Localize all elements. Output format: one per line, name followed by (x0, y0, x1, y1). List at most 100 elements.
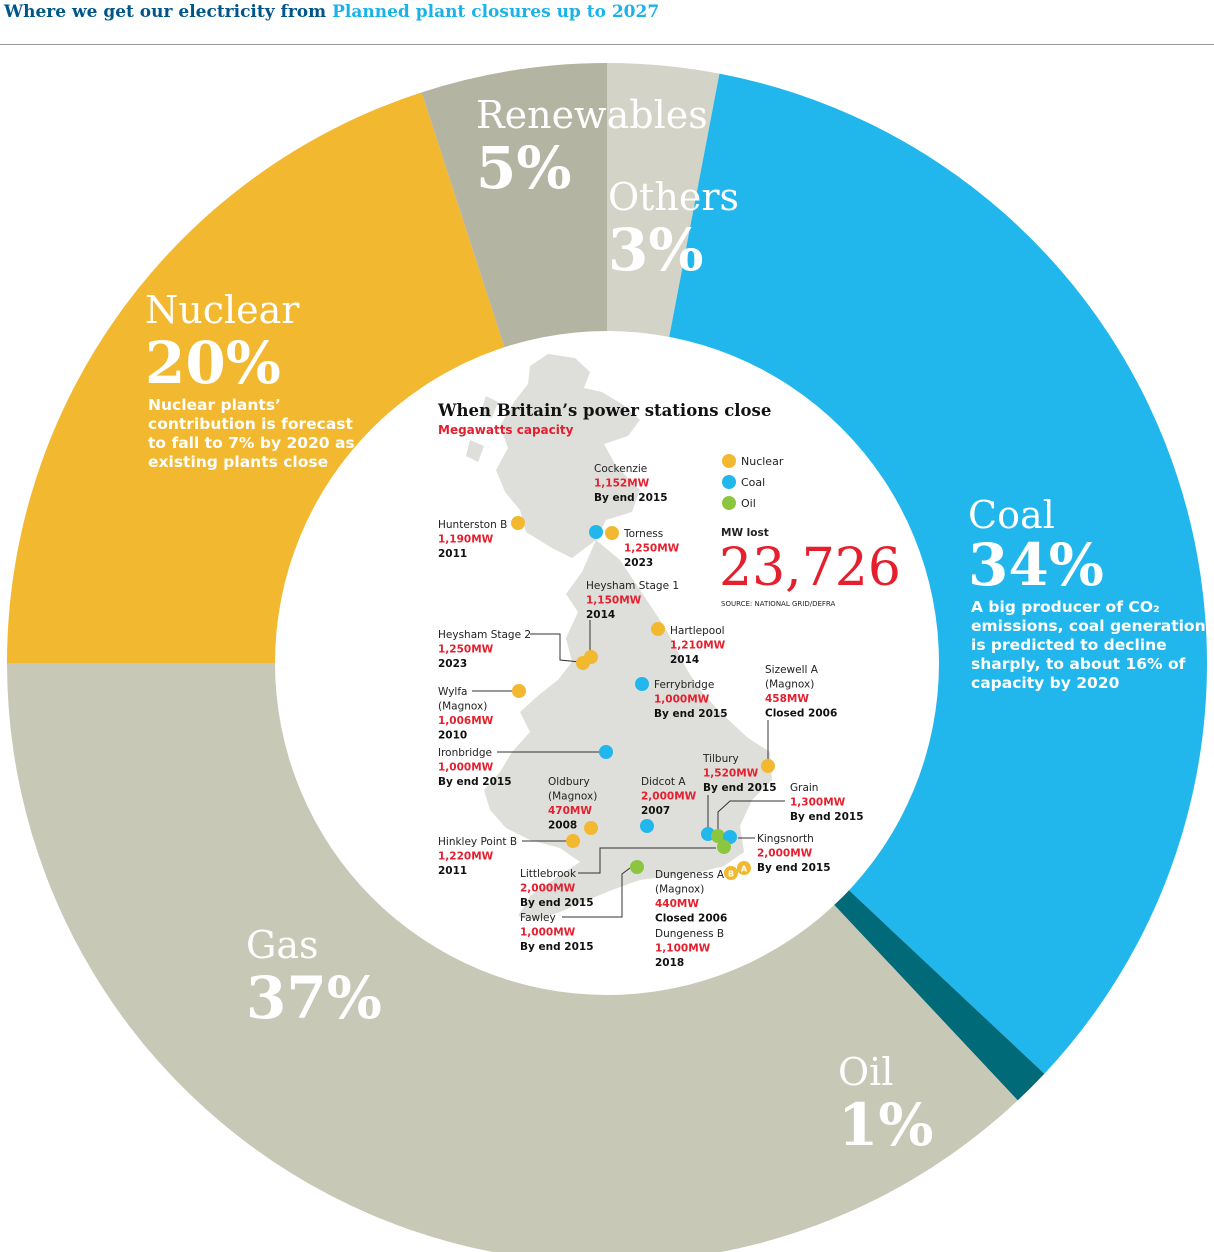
legend-oil-label: Oil (741, 497, 756, 510)
plant-name: Fawley (520, 912, 556, 924)
plant-cockenzie: Cockenzie 1,152MW By end 2015 (589, 463, 668, 539)
plant-marker (724, 866, 738, 880)
plant-capacity: 2,000MW (641, 791, 697, 803)
legend-coal-label: Coal (741, 476, 765, 489)
plant-ironbridge: Ironbridge 1,000MW By end 2015 (438, 745, 613, 788)
map-title: When Britain’s power stations close (437, 401, 771, 420)
plant-didcot-a: Didcot A 2,000MW 2007 (640, 776, 697, 833)
plant-closure-date: 2014 (586, 609, 615, 621)
plant-name: (Magnox) (438, 701, 487, 713)
plant-closure-date: 2008 (548, 820, 577, 832)
plant-closure-date: Closed 2006 (765, 708, 837, 720)
renewables-label: Renewables (476, 93, 708, 137)
nuclear-label: Nuclear (145, 288, 300, 332)
others-label: Others (608, 175, 739, 219)
plant-marker (512, 684, 526, 698)
plant-leader-line (578, 847, 716, 874)
plant-marker (511, 516, 525, 530)
plant-marker (605, 526, 619, 540)
plant-capacity: 1,220MW (438, 851, 494, 863)
plant-name: Heysham Stage 1 (586, 580, 679, 592)
nuclear-note-line: contribution is forecast (148, 415, 354, 433)
nuclear-percent: 20% (145, 329, 281, 397)
plant-marker (711, 829, 725, 843)
plant-closure-date: 2023 (624, 557, 653, 569)
plant-wylfa: Wylfa (Magnox) 1,006MW 2010 (438, 684, 526, 742)
plant-heysham-stage-2: Heysham Stage 2 1,250MW 2023 (438, 629, 590, 670)
plant-name: Heysham Stage 2 (438, 629, 531, 641)
plant-closure-date: 2023 (438, 658, 467, 670)
plant-sizewell-a: Sizewell A (Magnox) 458MW Closed 2006 (761, 664, 837, 773)
plant-capacity: 1,006MW (438, 715, 494, 727)
plant-closure-date: By end 2015 (438, 776, 512, 788)
plant-name: Ironbridge (438, 747, 492, 759)
plant-name: Hunterston B (438, 519, 507, 531)
plant-hartlepool: Hartlepool 1,210MW 2014 (651, 622, 726, 666)
nuclear-note-line: Nuclear plants’ (148, 396, 281, 414)
plant-closure-date: Closed 2006 (655, 913, 727, 925)
plant-capacity: 1,250MW (624, 543, 680, 555)
others-percent: 3% (608, 216, 703, 284)
chart-title: Where we get our electricity from (4, 2, 327, 22)
plant-name: Ferrybridge (654, 679, 714, 691)
plant-name: (Magnox) (765, 679, 814, 691)
map-legend: Nuclear Coal Oil (722, 454, 784, 510)
plant-marker (599, 745, 613, 759)
plant-closure-date: By end 2015 (703, 782, 777, 794)
plant-marker (761, 759, 775, 773)
britain-map (466, 354, 772, 920)
plant-closure-date: By end 2015 (757, 862, 831, 874)
coal-percent: 34% (968, 531, 1104, 599)
plant-closure-date: By end 2015 (594, 492, 668, 504)
plant-name: Littlebrook (520, 868, 577, 880)
legend-nuclear-swatch (722, 454, 736, 468)
plant-marker (737, 861, 751, 875)
mw-lost-label: MW lost (721, 527, 769, 539)
map-source: SOURCE: NATIONAL GRID/DEFRA (721, 600, 835, 608)
plant-name: Grain (790, 782, 818, 794)
plant-littlebrook: Littlebrook 2,000MW By end 2015 (520, 840, 731, 909)
england-wales-shape (484, 540, 772, 920)
plant-capacity: 1,520MW (703, 768, 759, 780)
plant-name: Didcot A (641, 776, 686, 788)
plant-hinkley-point-b: Hinkley Point B 1,220MW 2011 (438, 834, 580, 877)
gas-percent: 37% (246, 964, 382, 1032)
plant-capacity: 440MW (655, 898, 699, 910)
legend-coal-swatch (722, 475, 736, 489)
header-divider (0, 44, 1214, 45)
plant-closure-date: By end 2015 (520, 897, 594, 909)
plant-leader-line (717, 800, 785, 830)
oil-label: Oil (838, 1050, 893, 1094)
plant-closure-date: By end 2015 (520, 941, 594, 953)
plant-tilbury: Tilbury 1,520MW By end 2015 (701, 753, 777, 841)
plant-name: Dungeness A (655, 869, 725, 881)
plant-marker (566, 834, 580, 848)
plant-marker (635, 677, 649, 691)
plant-name: Torness (623, 528, 663, 540)
plant-capacity: 2,000MW (757, 848, 813, 860)
plant-marker (630, 860, 644, 874)
coal-note-line: emissions, coal generation (971, 617, 1206, 635)
plant-closure-date: 2018 (655, 957, 684, 969)
coal-note-line: capacity by 2020 (971, 674, 1120, 692)
oil-percent: 1% (838, 1091, 933, 1159)
gas-label: Gas (246, 923, 319, 967)
scotland-shape (496, 354, 640, 558)
plant-name: Oldbury (548, 776, 590, 788)
plant-dungeness-a: Dungeness A (Magnox) 440MW Closed 2006 (655, 861, 751, 925)
plant-closure-date: By end 2015 (790, 811, 864, 823)
plant-capacity: 1,000MW (438, 762, 494, 774)
plant-closure-date: By end 2015 (654, 708, 728, 720)
plant-kingsnorth: Kingsnorth 2,000MW By end 2015 (723, 830, 831, 874)
plant-capacity: 1,250MW (438, 644, 494, 656)
plant-capacity: 1,190MW (438, 534, 494, 546)
dungeness-marker-letter: A (741, 865, 748, 874)
plant-name: Kingsnorth (757, 833, 814, 845)
plant-marker (640, 819, 654, 833)
mw-lost-total: 23,726 (719, 538, 901, 598)
plant-marker (589, 525, 603, 539)
plant-ferrybridge: Ferrybridge 1,000MW By end 2015 (635, 677, 728, 720)
plant-leader-line (530, 633, 581, 663)
